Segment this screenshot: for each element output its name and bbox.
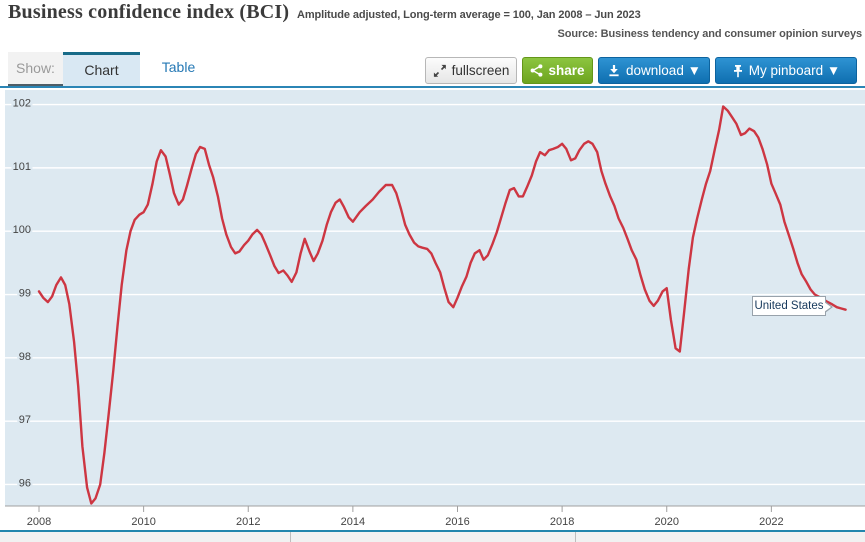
fullscreen-icon	[433, 64, 447, 78]
svg-text:2016: 2016	[445, 516, 469, 528]
footer-table-edge	[0, 532, 865, 542]
footer-rule	[0, 530, 865, 532]
fullscreen-button[interactable]: fullscreen	[425, 57, 517, 84]
tabrow-underline	[0, 86, 865, 88]
series-tooltip-label: United States	[754, 300, 824, 312]
svg-text:96: 96	[19, 477, 31, 489]
bci-line-chart[interactable]: 96 97 98 99 100 101 102 2008 2010 2012 2014 2016 201…	[0, 88, 865, 532]
x-axis-labels: 2008 2010 2012 2014 2016 2018 2020 2022	[27, 516, 784, 528]
svg-text:2010: 2010	[131, 516, 155, 528]
download-button[interactable]: download ▼	[598, 57, 710, 84]
svg-text:99: 99	[19, 288, 31, 300]
svg-text:2020: 2020	[654, 516, 678, 528]
svg-text:2008: 2008	[27, 516, 51, 528]
x-axis-ticks	[38, 506, 772, 512]
share-icon	[530, 64, 543, 77]
svg-text:2012: 2012	[236, 516, 260, 528]
download-icon	[607, 64, 621, 77]
svg-text:101: 101	[13, 161, 31, 173]
series-tooltip: United States	[752, 296, 833, 316]
share-button-label: share	[548, 63, 585, 78]
tab-table[interactable]: Table	[140, 52, 217, 86]
svg-text:2018: 2018	[550, 516, 574, 528]
svg-text:97: 97	[19, 414, 31, 426]
svg-text:2014: 2014	[341, 516, 365, 528]
share-button[interactable]: share	[522, 57, 593, 84]
svg-text:2022: 2022	[759, 516, 783, 528]
source-note: Source: Business tendency and consumer o…	[557, 28, 862, 40]
gridlines	[5, 103, 865, 486]
tab-chart[interactable]: Chart	[63, 52, 140, 86]
my-pinboard-button-label: My pinboard ▼	[748, 63, 841, 78]
series-line-united-states[interactable]	[37, 105, 847, 505]
plot-area	[5, 90, 865, 506]
page-title: Business confidence index (BCI)	[8, 1, 290, 23]
footer-divider	[290, 532, 291, 542]
download-button-label: download ▼	[626, 63, 701, 78]
chart-subtitle: Amplitude adjusted, Long-term average = …	[297, 9, 641, 21]
svg-text:98: 98	[19, 351, 31, 363]
footer-divider	[575, 532, 576, 542]
pin-icon	[732, 64, 744, 78]
y-axis-labels: 96 97 98 99 100 101 102	[11, 96, 33, 492]
show-label: Show:	[8, 52, 63, 86]
svg-text:100: 100	[13, 224, 31, 236]
fullscreen-button-label: fullscreen	[451, 63, 510, 78]
my-pinboard-button[interactable]: My pinboard ▼	[715, 57, 857, 84]
svg-text:102: 102	[13, 98, 31, 110]
